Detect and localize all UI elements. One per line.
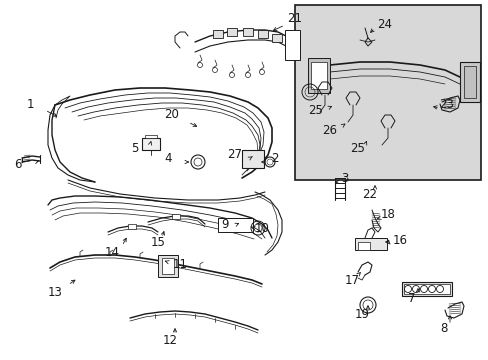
Text: 13: 13 [47, 285, 62, 298]
Bar [403, 284, 449, 294]
Text: 14: 14 [104, 246, 119, 258]
Text: 18: 18 [380, 208, 395, 221]
Bar [307, 58, 329, 93]
Text: 4: 4 [164, 152, 171, 165]
Text: 3: 3 [341, 171, 348, 184]
Text: 1: 1 [26, 99, 34, 112]
Text: 8: 8 [439, 321, 447, 334]
Bar [226, 28, 237, 36]
Text: 2: 2 [271, 152, 278, 165]
Text: 9: 9 [221, 219, 228, 231]
Text: 22: 22 [362, 189, 377, 202]
Text: 21: 21 [287, 12, 302, 24]
Text: 27: 27 [227, 148, 242, 162]
Bar [142, 138, 160, 150]
Text: 26: 26 [322, 123, 337, 136]
Bar [242, 150, 264, 168]
Bar [158, 255, 178, 277]
Bar [354, 238, 386, 250]
Bar [218, 218, 252, 232]
Text: 25: 25 [350, 141, 365, 154]
Bar [213, 30, 223, 38]
Bar [310, 62, 326, 89]
Bar [172, 214, 180, 219]
Bar [285, 30, 299, 60]
Text: 23: 23 [439, 99, 453, 112]
Text: 10: 10 [254, 221, 269, 234]
Text: 25: 25 [308, 104, 323, 117]
Text: 16: 16 [392, 234, 407, 247]
Bar [145, 135, 157, 138]
Text: 11: 11 [172, 258, 187, 271]
Text: 17: 17 [344, 274, 359, 287]
Bar [258, 30, 267, 38]
Text: 15: 15 [150, 235, 165, 248]
Bar [243, 28, 252, 36]
Bar [162, 258, 174, 274]
Text: 20: 20 [164, 108, 179, 122]
Bar [271, 34, 282, 42]
Bar [463, 66, 475, 98]
Bar [401, 282, 451, 296]
Bar [459, 62, 479, 102]
Text: 5: 5 [131, 141, 139, 154]
Text: 19: 19 [354, 309, 369, 321]
Text: 12: 12 [162, 333, 177, 346]
Text: 24: 24 [377, 18, 392, 31]
Text: 7: 7 [407, 292, 415, 305]
Bar [357, 242, 369, 250]
Bar [294, 5, 480, 180]
Text: 6: 6 [14, 158, 21, 171]
Bar [128, 224, 136, 229]
